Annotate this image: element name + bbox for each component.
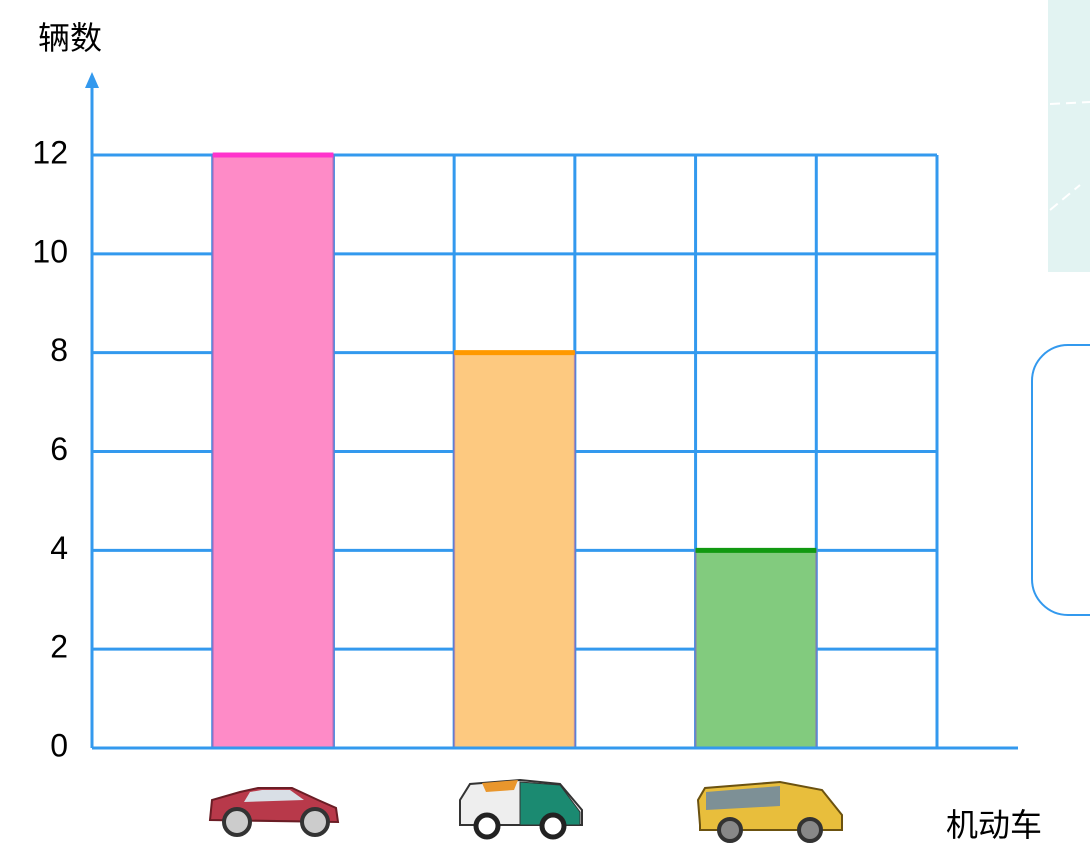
y-tick-label: 2	[50, 629, 68, 665]
y-tick-label: 10	[32, 233, 68, 269]
y-tick-label: 8	[50, 332, 68, 368]
y-tick-label: 12	[32, 134, 68, 170]
car-icon	[208, 787, 340, 837]
y-axis-label: 辆数	[38, 19, 102, 57]
speech-bubble	[1031, 344, 1090, 616]
side-panel	[1048, 0, 1090, 272]
y-tick-label: 0	[50, 727, 68, 763]
van-icon	[459, 778, 583, 840]
y-axis-arrow	[85, 72, 99, 88]
x-axis-label: 机动车	[946, 806, 1042, 844]
bus-icon	[696, 780, 843, 843]
y-tick-label: 4	[50, 530, 68, 566]
bar	[694, 549, 818, 749]
bar	[211, 154, 335, 749]
plot-area	[85, 72, 1018, 750]
bar	[453, 351, 576, 749]
y-tick-label: 6	[50, 431, 68, 467]
panel-decoration	[1049, 101, 1090, 211]
